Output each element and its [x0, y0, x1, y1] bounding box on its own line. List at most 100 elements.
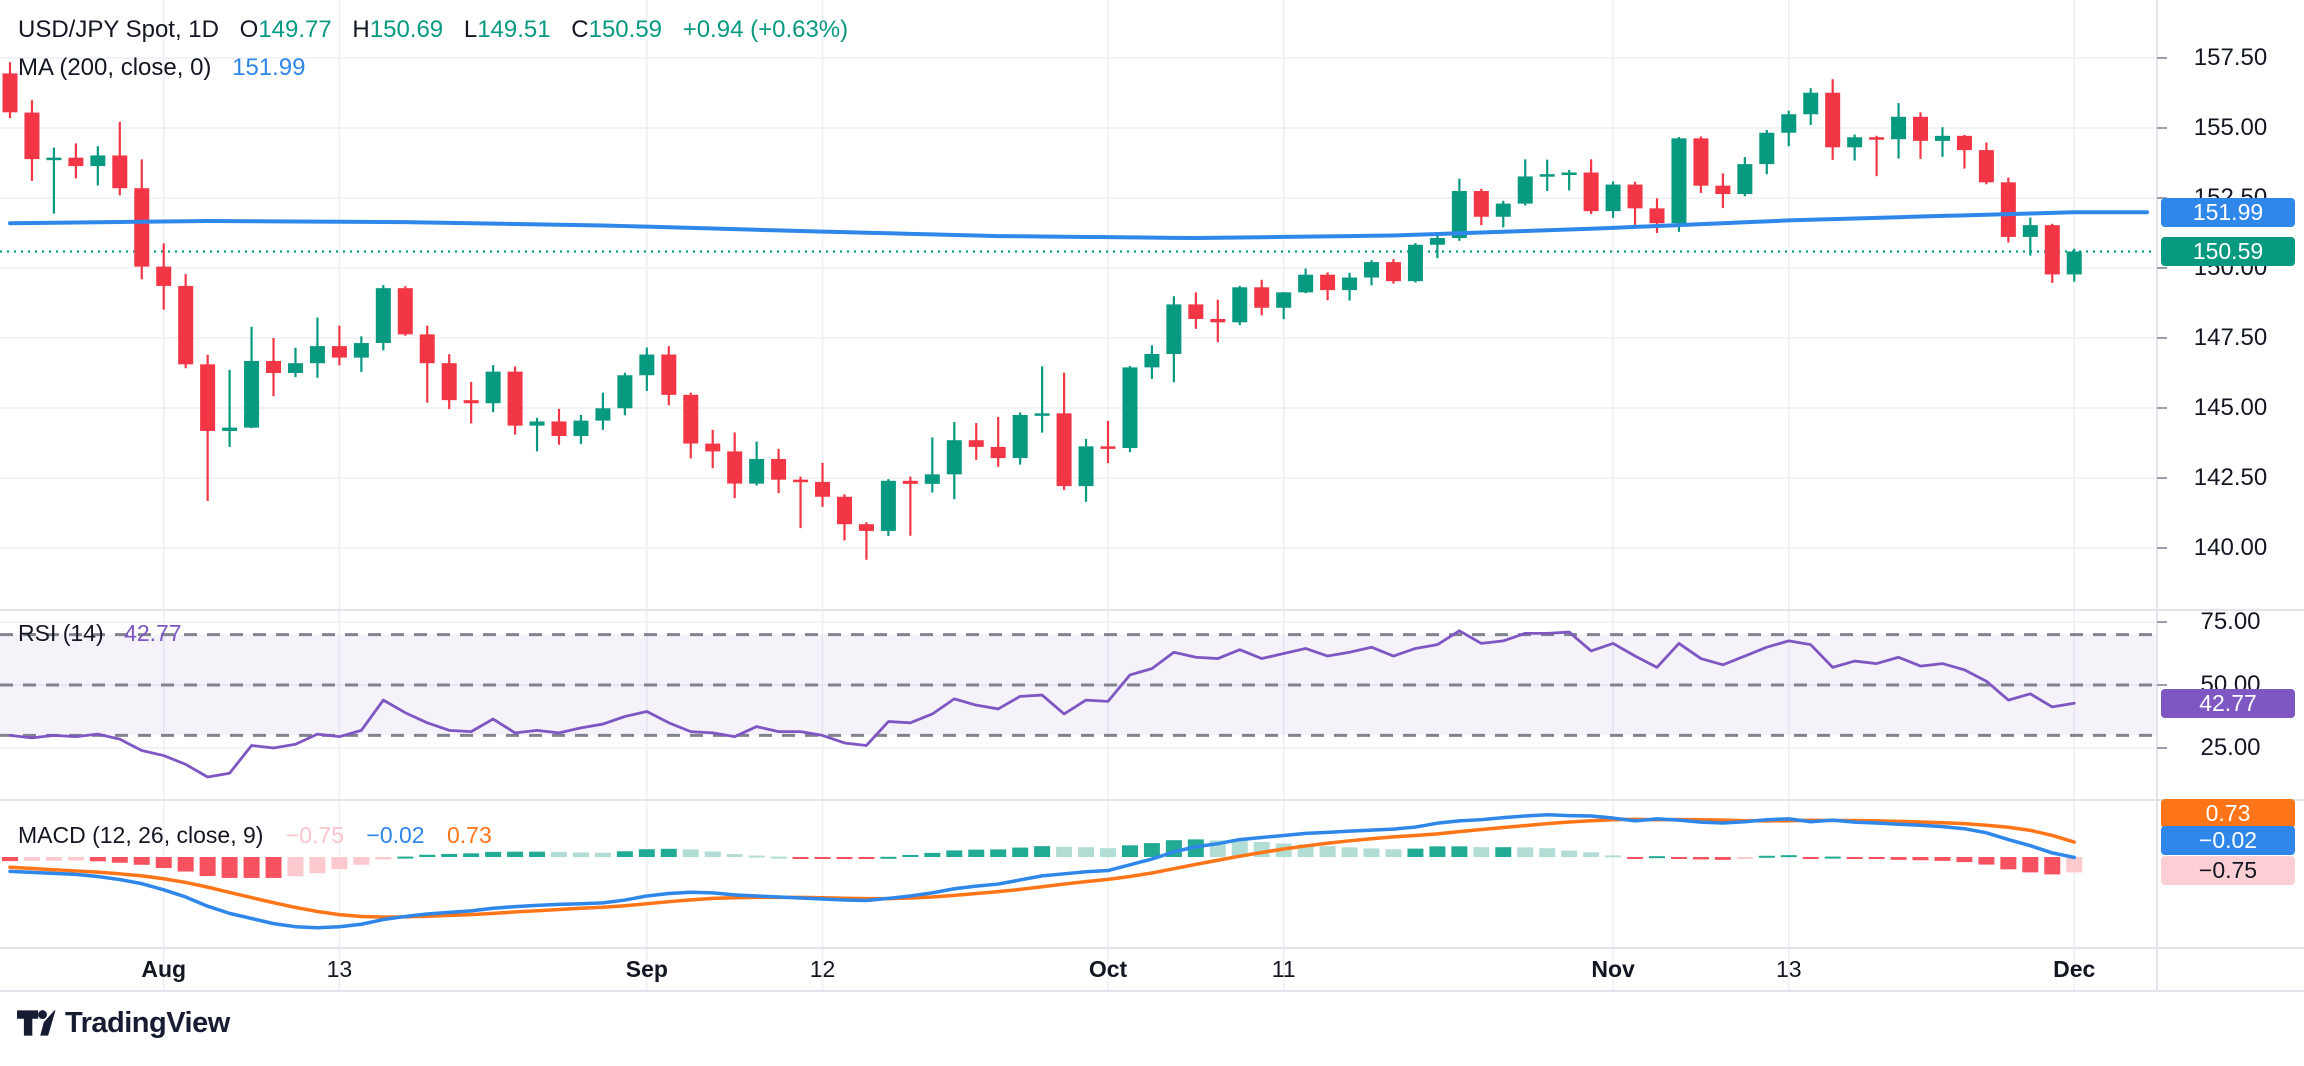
macd-line	[8, 813, 2076, 930]
price-axis-label[interactable]: 140.00	[2193, 534, 2268, 561]
macd-histogram-bar	[2, 857, 18, 862]
time-axis-label[interactable]: 13	[326, 956, 353, 982]
price-axis-label[interactable]: 157.50	[2193, 44, 2268, 71]
macd-line-tag: −0.02	[2161, 826, 2295, 855]
ohlc-low-label: L	[463, 16, 478, 43]
macd-histogram-bar	[1890, 857, 1907, 860]
macd-histogram-bar	[1670, 857, 1687, 859]
candle-body	[309, 346, 325, 364]
change-value: +0.94 (+0.63%)	[682, 16, 849, 43]
macd-legend-title[interactable]: MACD (12, 26, close, 9)	[18, 822, 264, 848]
time-axis-label[interactable]: Dec	[2053, 956, 2096, 982]
macd-histogram-bar	[507, 851, 524, 857]
candle-body	[1956, 135, 1972, 151]
rsi-axis-label[interactable]: 75.00	[2200, 608, 2261, 635]
candle-body	[1781, 114, 1797, 133]
macd-histogram-bar	[2000, 857, 2017, 870]
candle-body	[1429, 238, 1445, 245]
macd-histogram-bar	[1627, 857, 1644, 859]
candle-body	[968, 440, 984, 447]
candle-body	[1825, 92, 1841, 148]
candle-body	[858, 524, 874, 531]
candle-body	[1254, 287, 1270, 308]
candle-body	[1100, 446, 1116, 449]
macd-histogram-bar	[946, 850, 963, 857]
candle-body	[1627, 184, 1643, 209]
macd-histogram-bar	[748, 855, 765, 858]
candle-body	[1539, 174, 1555, 177]
symbol-title[interactable]: USD/JPY Spot, 1D	[18, 16, 219, 43]
candle-body	[1913, 116, 1929, 141]
time-axis-label[interactable]: Aug	[141, 956, 187, 982]
candle-body	[902, 480, 918, 484]
price-axis-label[interactable]: 147.50	[2193, 324, 2268, 351]
macd-histogram-bar	[1473, 847, 1490, 857]
candle-body	[1144, 353, 1160, 368]
time-axis-label[interactable]: Sep	[625, 956, 668, 982]
macd-histogram-bar	[111, 857, 128, 863]
macd-histogram-bar	[1341, 847, 1358, 857]
candle-body	[1034, 413, 1050, 416]
rsi-legend: RSI (14) 42.77	[18, 620, 182, 647]
candle-body	[793, 479, 809, 483]
macd-histogram-bar	[89, 857, 106, 862]
macd-histogram-bar	[1583, 852, 1600, 857]
candle-body	[287, 363, 303, 373]
macd-hist-tag: −0.75	[2161, 856, 2295, 885]
macd-histogram-bar	[1407, 848, 1424, 857]
macd-histogram-bar	[1736, 857, 1753, 859]
time-axis-label[interactable]: 13	[1775, 956, 1802, 982]
candle-body	[156, 266, 172, 286]
macd-histogram-bar	[463, 853, 480, 857]
macd-histogram-bar	[23, 857, 40, 861]
macd-histogram-bar	[45, 857, 62, 861]
candle-body	[1451, 191, 1467, 239]
time-axis-label[interactable]: 11	[1271, 956, 1296, 982]
macd-histogram-bar	[1758, 855, 1775, 858]
price-axis-label[interactable]: 142.50	[2193, 464, 2268, 491]
macd-histogram-bar	[155, 857, 172, 869]
rsi-legend-value: 42.77	[124, 620, 182, 646]
candle-body	[1495, 203, 1511, 217]
macd-histogram-bar	[1802, 857, 1819, 859]
candle-body	[1407, 244, 1423, 282]
tradingview-logo-icon	[17, 1010, 56, 1036]
rsi-axis-label[interactable]: 25.00	[2200, 734, 2261, 761]
macd-histogram-bar	[1539, 848, 1556, 857]
candle-body	[836, 496, 852, 525]
macd-histogram-bar	[529, 851, 546, 857]
macd-histogram-bar	[1692, 857, 1709, 860]
ma-200-line	[8, 210, 2149, 241]
macd-histogram-bar	[572, 852, 589, 857]
candle-body	[1759, 132, 1775, 165]
macd-histogram-bar	[309, 857, 326, 874]
candle-body	[1276, 292, 1292, 308]
candle-body	[222, 427, 238, 431]
time-axis-label[interactable]: Oct	[1088, 956, 1128, 982]
macd-histogram-bar	[1868, 857, 1885, 860]
symbol-legend: USD/JPY Spot, 1D O149.77 H150.69 L149.51…	[18, 16, 848, 44]
time-axis-label[interactable]: 12	[809, 956, 836, 982]
candle-body	[880, 480, 896, 531]
candle-body	[1517, 176, 1533, 204]
tradingview-logo[interactable]: TradingView	[16, 1006, 230, 1040]
macd-histogram-bar	[968, 849, 985, 857]
macd-histogram-bar	[902, 854, 919, 857]
macd-histogram-bar	[858, 857, 875, 859]
candle-body	[1364, 262, 1380, 278]
macd-histogram-bar	[243, 857, 260, 878]
macd-histogram-bar	[1714, 857, 1731, 860]
macd-histogram-bar	[660, 848, 677, 857]
price-axis-label[interactable]: 155.00	[2193, 114, 2268, 141]
time-axis-label[interactable]: Nov	[1591, 956, 1635, 982]
price-axis-label[interactable]: 145.00	[2193, 394, 2268, 421]
candle-body	[1342, 277, 1358, 291]
macd-histogram-bar	[353, 857, 370, 865]
macd-histogram-bar	[375, 857, 392, 860]
rsi-legend-title[interactable]: RSI (14)	[18, 620, 104, 646]
ma-legend-title[interactable]: MA (200, close, 0)	[18, 54, 212, 81]
macd-histogram-bar	[1561, 850, 1578, 857]
candle-body	[1012, 415, 1028, 459]
